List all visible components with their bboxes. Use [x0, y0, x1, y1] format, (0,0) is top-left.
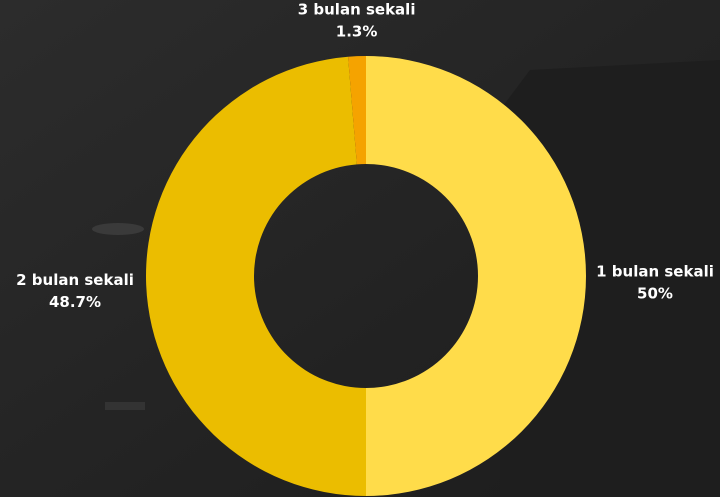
slice-label: 1 bulan sekali	[596, 263, 714, 281]
slice	[366, 56, 586, 496]
slice	[145, 56, 366, 497]
slice-value-label: 48.7%	[49, 293, 101, 311]
slice	[348, 56, 366, 165]
ceiling-light	[92, 223, 144, 235]
slice-value-label: 50%	[637, 285, 673, 303]
slice-label: 2 bulan sekali	[16, 271, 134, 289]
slice-label: 3 bulan sekali	[298, 1, 416, 19]
slice-value-label: 1.3%	[336, 23, 378, 41]
ceiling-vent	[105, 402, 145, 410]
